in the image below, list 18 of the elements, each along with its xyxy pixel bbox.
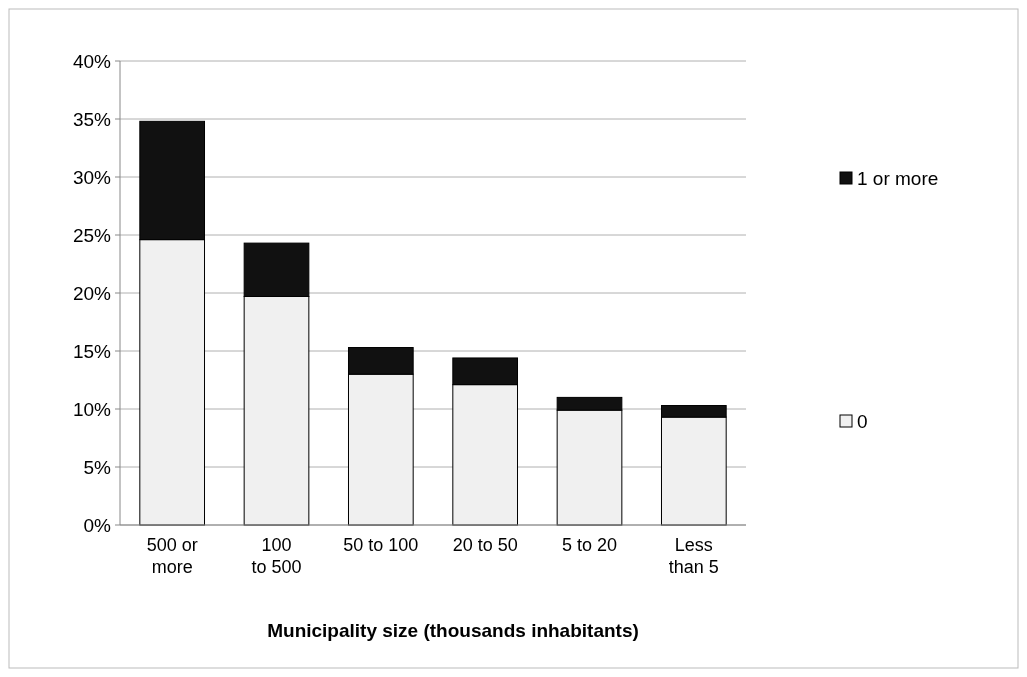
y-tick-label: 20% [72, 282, 112, 304]
y-tick-label: 15% [72, 340, 112, 362]
y-tick-label: 40% [72, 50, 112, 72]
x-tick-label: 500 or more [146, 535, 198, 577]
legend-label: 1 or more [857, 167, 939, 189]
x-axis-title: Municipality size (thousands inhabitants) [267, 620, 639, 641]
y-tick-label: 10% [72, 398, 112, 420]
legend-label: 0 [857, 410, 868, 432]
x-tick-label: 20 to 50 [452, 535, 518, 555]
x-tick-label: 50 to 100 [343, 535, 419, 555]
x-tick-label: 5 to 20 [561, 535, 618, 555]
y-tick-label: 5% [83, 456, 112, 478]
y-tick-label: 30% [72, 166, 112, 188]
y-tick-label: 0% [83, 514, 112, 536]
y-tick-label: 25% [72, 224, 112, 246]
x-tick-label: 100 to 500 [251, 535, 302, 577]
x-tick-label: Less than 5 [668, 535, 719, 577]
y-tick-label: 35% [72, 108, 112, 130]
